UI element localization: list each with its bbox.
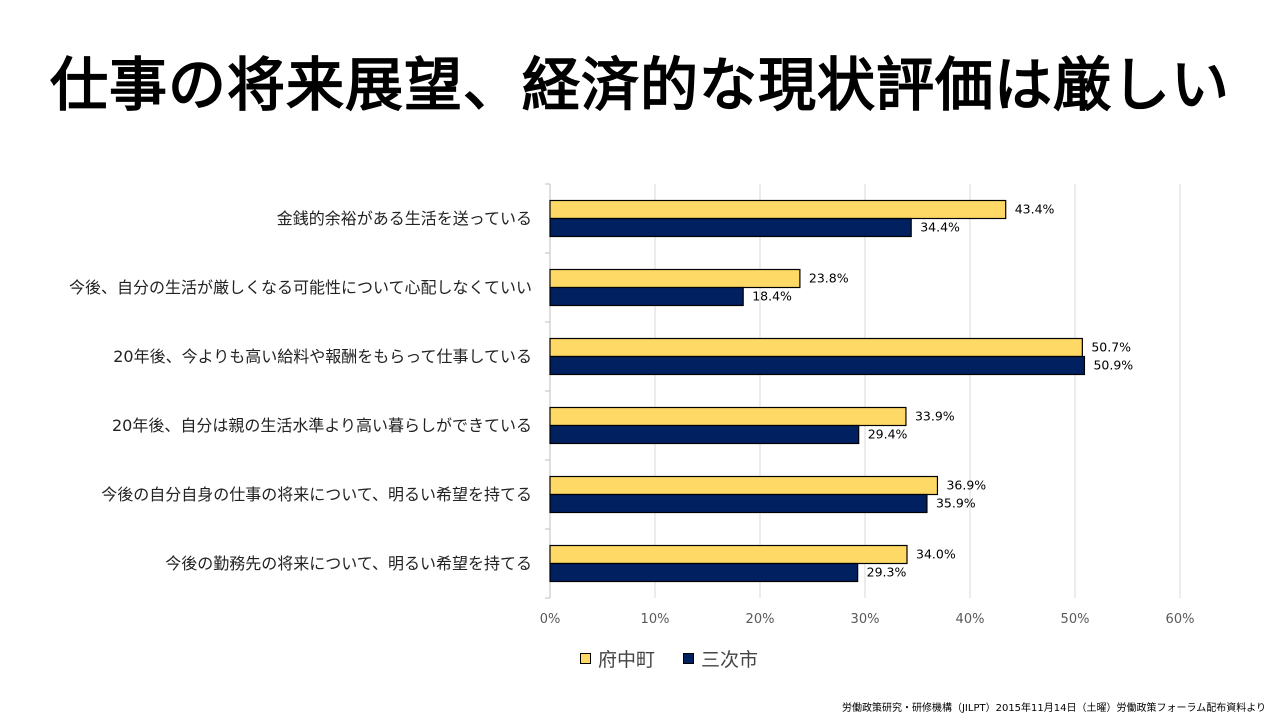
legend-swatch-series-2 [683,653,695,664]
bar [549,562,859,583]
data-label: 43.4% [1015,202,1055,217]
bar [549,217,912,238]
data-label: 29.3% [867,565,907,580]
bar [549,424,860,445]
data-label: 35.9% [936,496,976,511]
x-tick-label: 30% [851,612,880,627]
chart-legend: 府中町 三次市 [580,645,786,672]
bar [549,544,908,565]
category-label: 金銭的余裕がある生活を送っている [276,208,532,228]
category-label: 今後の自分自身の仕事の将来について、明るい希望を持てる [101,484,532,504]
data-label: 50.7% [1091,340,1131,355]
x-tick-label: 40% [956,612,985,627]
data-label: 34.4% [920,220,960,235]
data-label: 23.8% [809,271,849,286]
data-label: 34.0% [916,547,956,562]
legend-item-series-2: 三次市 [683,645,758,672]
bar [549,406,907,427]
slide-title: 仕事の将来展望、経済的な現状評価は厳しい [49,51,1230,119]
category-label: 20年後、今よりも高い給料や報酬をもらって仕事している [113,346,532,366]
data-label: 33.9% [915,409,955,424]
category-label: 今後の勤務先の将来について、明るい希望を持てる [165,553,532,573]
x-tick-label: 50% [1061,612,1090,627]
category-label: 20年後、自分は親の生活水準より高い暮らしができている [111,415,532,435]
source-note: 労働政策研究・研修機構（JILPT）2015年11月14日（土曜）労働政策フォー… [841,703,1266,714]
data-label: 36.9% [946,478,986,493]
data-label: 29.4% [868,427,908,442]
bar [549,268,801,289]
legend-swatch-series-1 [580,653,591,664]
bar [549,475,939,496]
data-label: 50.9% [1093,358,1133,373]
x-tick-label: 20% [746,612,775,627]
x-tick-label: 10% [641,612,670,627]
category-label: 今後、自分の生活が厳しくなる可能性について心配しなくていい [68,277,532,297]
bar [549,355,1086,376]
legend-label-series-2: 三次市 [701,649,759,671]
x-tick-label: 60% [1166,612,1195,627]
data-label: 18.4% [752,289,792,304]
bar [549,493,928,514]
x-tick-label: 0% [540,612,561,627]
bar [549,337,1083,358]
bar [549,286,744,307]
legend-item-series-1: 府中町 [580,645,655,672]
legend-label-series-1: 府中町 [598,649,656,671]
bar [549,199,1007,220]
